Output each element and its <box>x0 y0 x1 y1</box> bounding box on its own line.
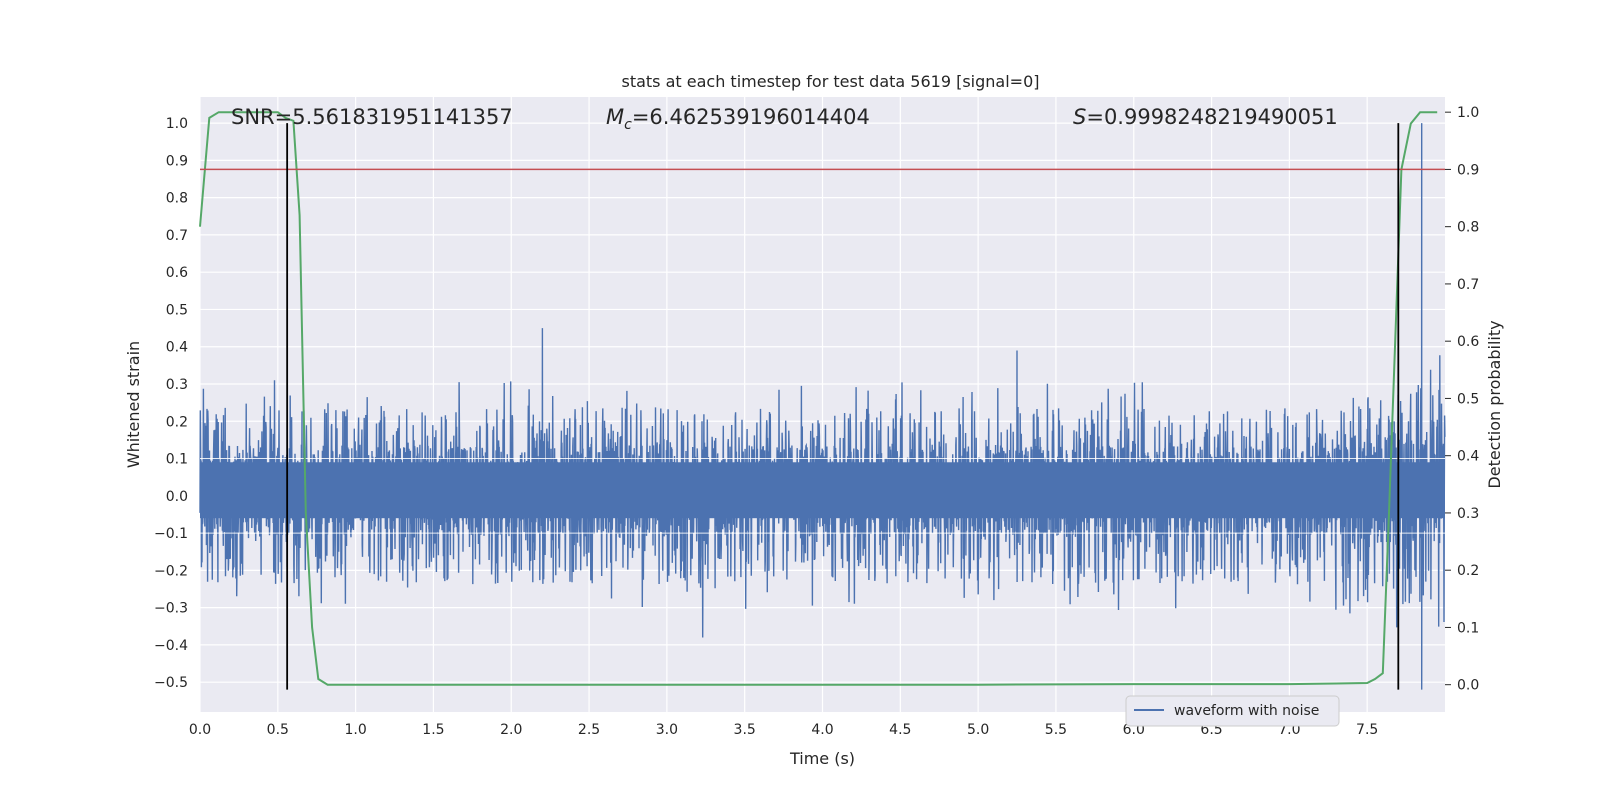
left-y-tick-label: 0.4 <box>166 340 188 356</box>
right-y-tick-label: 0.7 <box>1457 277 1479 293</box>
x-axis-label: Time (s) <box>789 749 855 768</box>
x-tick-label: 3.0 <box>656 722 678 738</box>
left-y-tick-label: −0.4 <box>154 638 188 654</box>
left-y-tick-label: 0.6 <box>166 265 188 281</box>
s-symbol: S <box>1073 105 1086 129</box>
left-y-axis-label: Whitened strain <box>124 341 143 468</box>
x-tick-label: 5.5 <box>1045 722 1067 738</box>
snr-annotation: SNR=5.561831951141357 <box>231 105 513 129</box>
x-tick-label: 4.0 <box>811 722 833 738</box>
x-tick-label: 2.0 <box>500 722 522 738</box>
x-tick-label: 0.5 <box>267 722 289 738</box>
left-y-tick-label: 0.8 <box>166 191 188 207</box>
left-y-tick-label: 1.0 <box>166 116 188 132</box>
right-y-tick-label: 0.2 <box>1457 563 1479 579</box>
left-y-tick-label: −0.1 <box>154 526 188 542</box>
chart-title: stats at each timestep for test data 561… <box>621 72 1039 91</box>
right-y-axis: 0.0 0.1 0.2 0.3 0.4 0.5 0.6 0.7 0.8 0.9 1.0 <box>1445 105 1479 694</box>
right-y-tick-label: 0.8 <box>1457 220 1479 236</box>
chirp-mass-annotation: Mc=6.462539196014404 <box>606 105 870 133</box>
left-y-tick-label: 0.7 <box>166 228 188 244</box>
right-y-tick-label: 0.0 <box>1457 678 1479 694</box>
right-y-tick-label: 0.5 <box>1457 391 1479 407</box>
x-tick-label: 4.5 <box>889 722 911 738</box>
right-y-tick-label: 0.6 <box>1457 334 1479 350</box>
right-y-axis-label: Detection probability <box>1485 320 1504 488</box>
left-y-tick-label: 0.0 <box>166 489 188 505</box>
left-y-tick-label: 0.9 <box>166 153 188 169</box>
right-y-tick-label: 0.4 <box>1457 449 1479 465</box>
legend-label-waveform: waveform with noise <box>1174 703 1319 719</box>
chirp-mass-value: =6.462539196014404 <box>632 105 870 129</box>
x-tick-label: 1.5 <box>422 722 444 738</box>
legend: waveform with noise <box>1125 695 1340 727</box>
x-tick-label: 7.5 <box>1356 722 1378 738</box>
detection-probability-line <box>199 111 1438 686</box>
left-y-tick-label: 0.5 <box>166 302 188 318</box>
waveform-core-band <box>200 462 1445 519</box>
left-y-tick-label: 0.3 <box>166 377 188 393</box>
x-tick-label: 5.0 <box>967 722 989 738</box>
x-tick-label: 1.0 <box>344 722 366 738</box>
waveform-series <box>199 123 1446 690</box>
right-y-tick-label: 0.9 <box>1457 162 1479 178</box>
s-value: =0.9998248219490051 <box>1086 105 1337 129</box>
right-y-tick-label: 1.0 <box>1457 105 1479 121</box>
right-y-tick-label: 0.3 <box>1457 506 1479 522</box>
right-y-tick-label: 0.1 <box>1457 620 1479 636</box>
chirp-mass-symbol: M <box>606 105 624 129</box>
s-annotation: S=0.9998248219490051 <box>1073 105 1338 129</box>
left-y-tick-label: 0.1 <box>166 452 188 468</box>
overlay-lines <box>199 111 1445 690</box>
x-axis: 0.0 0.5 1.0 1.5 2.0 2.5 3.0 3.5 4.0 4.5 5.0 5.5 6.0 6… <box>189 722 1378 738</box>
legend-box <box>1125 695 1340 727</box>
left-y-tick-label: −0.5 <box>154 675 188 691</box>
x-tick-label: 3.5 <box>734 722 756 738</box>
x-tick-label: 2.5 <box>578 722 600 738</box>
left-y-tick-label: −0.3 <box>154 601 188 617</box>
x-tick-label: 0.0 <box>189 722 211 738</box>
left-y-axis: −0.5 −0.4 −0.3 −0.2 −0.1 0.0 0.1 0.2 0.3 0.4 0.5 0.… <box>154 116 188 691</box>
left-y-tick-label: −0.2 <box>154 563 188 579</box>
left-y-tick-label: 0.2 <box>166 414 188 430</box>
chirp-mass-subscript: c <box>624 117 632 133</box>
